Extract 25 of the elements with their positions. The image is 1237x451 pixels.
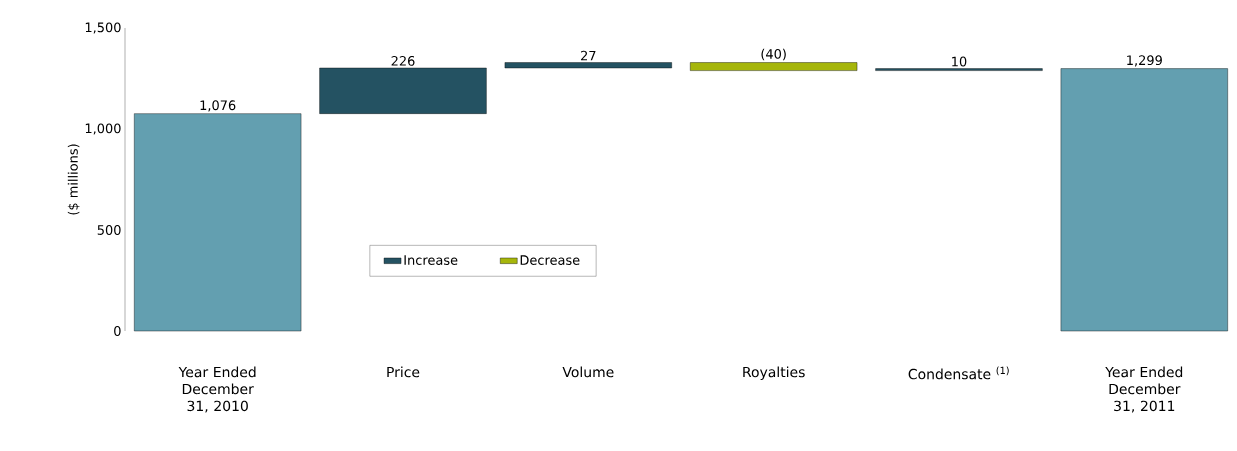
x-tick-label: Year Ended December 31, 2010 <box>178 366 256 413</box>
data-label: 226 <box>391 56 415 66</box>
legend-label: Increase <box>404 255 458 265</box>
legend-label: Decrease <box>520 255 580 265</box>
x-tick-label: Price <box>387 366 420 378</box>
bar <box>690 62 858 71</box>
data-label: (40) <box>761 48 786 61</box>
y-tick-label: 500 <box>97 225 121 235</box>
x-tick-label: Year Ended December 31, 2011 <box>1105 366 1183 413</box>
bar <box>134 113 302 332</box>
bar <box>1060 68 1228 332</box>
y-tick-label: 0 <box>114 326 121 336</box>
data-label: 1,076 <box>200 100 236 112</box>
bar <box>504 62 672 69</box>
bar <box>319 67 487 114</box>
data-label: 27 <box>581 50 596 61</box>
data-label: 10 <box>952 56 967 67</box>
x-tick-label: Royalties <box>743 366 805 381</box>
data-label: 1,299 <box>1127 55 1162 67</box>
x-tick-label: Condensate $^{(1)}$ <box>908 366 1009 380</box>
x-tick-label: Volume <box>562 366 614 378</box>
y-tick-label: 1,500 <box>85 22 121 34</box>
bar <box>875 68 1043 71</box>
y-axis-title: ($ millions) <box>67 144 80 215</box>
y-tick-label: 1,000 <box>85 123 121 135</box>
